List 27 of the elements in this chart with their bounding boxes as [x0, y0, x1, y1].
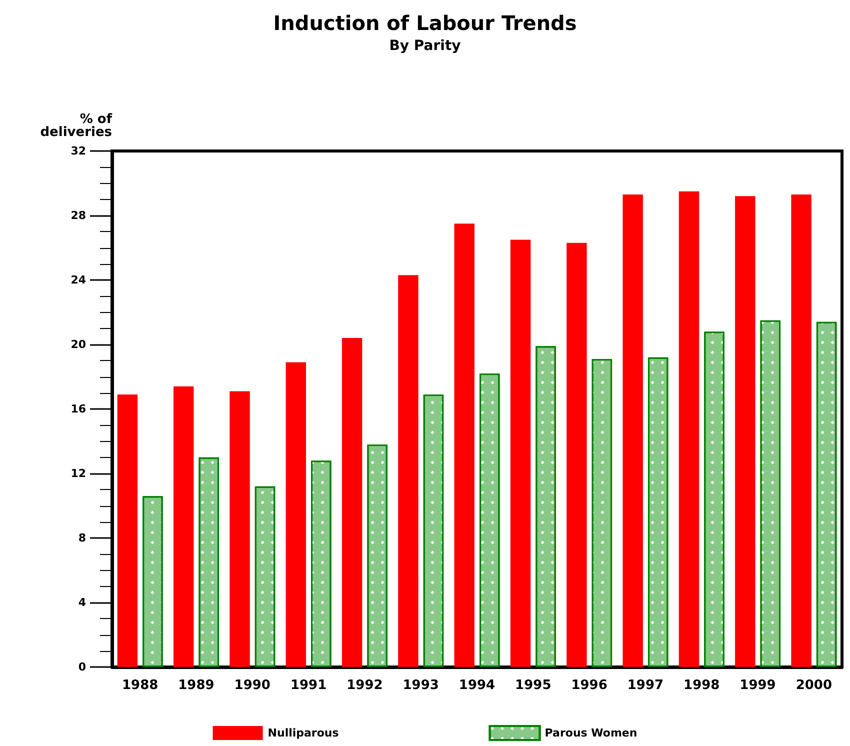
y-tick-label: 0 — [78, 660, 86, 674]
x-tick-label: 1995 — [515, 678, 552, 693]
x-tick-label: 1992 — [346, 678, 383, 693]
y-tick-label: 12 — [70, 467, 86, 480]
y-tick-label: 8 — [78, 532, 86, 544]
y-tick-label: 24 — [70, 274, 86, 286]
x-tick-label: 1993 — [402, 678, 439, 693]
x-tick-label: 2000 — [796, 678, 832, 693]
x-tick-label: 1991 — [290, 678, 327, 693]
x-tick-label: 1994 — [458, 678, 496, 693]
y-axis-title: % of deliveries — [40, 112, 112, 140]
x-tick-label: 1988 — [122, 678, 158, 693]
legend-label: Nulliparous — [268, 726, 340, 740]
x-tick-label: 1999 — [740, 678, 776, 693]
y-tick-label: 32 — [70, 144, 86, 158]
x-tick-label: 1996 — [571, 678, 608, 693]
y-tick-label: 20 — [70, 338, 86, 351]
y-tick-label: 16 — [70, 402, 86, 416]
x-tick-label: 1997 — [627, 678, 664, 693]
x-tick-label: 1990 — [234, 678, 270, 693]
y-tick-label: 4 — [78, 596, 86, 609]
x-tick-label: 1998 — [684, 678, 720, 693]
x-tick-label: 1989 — [178, 678, 214, 693]
y-tick-label: 28 — [70, 209, 86, 222]
chart-title: Induction of Labour Trends — [273, 11, 577, 35]
chart-subtitle: By Parity — [389, 38, 461, 54]
legend-label: Parous Women — [544, 726, 638, 740]
